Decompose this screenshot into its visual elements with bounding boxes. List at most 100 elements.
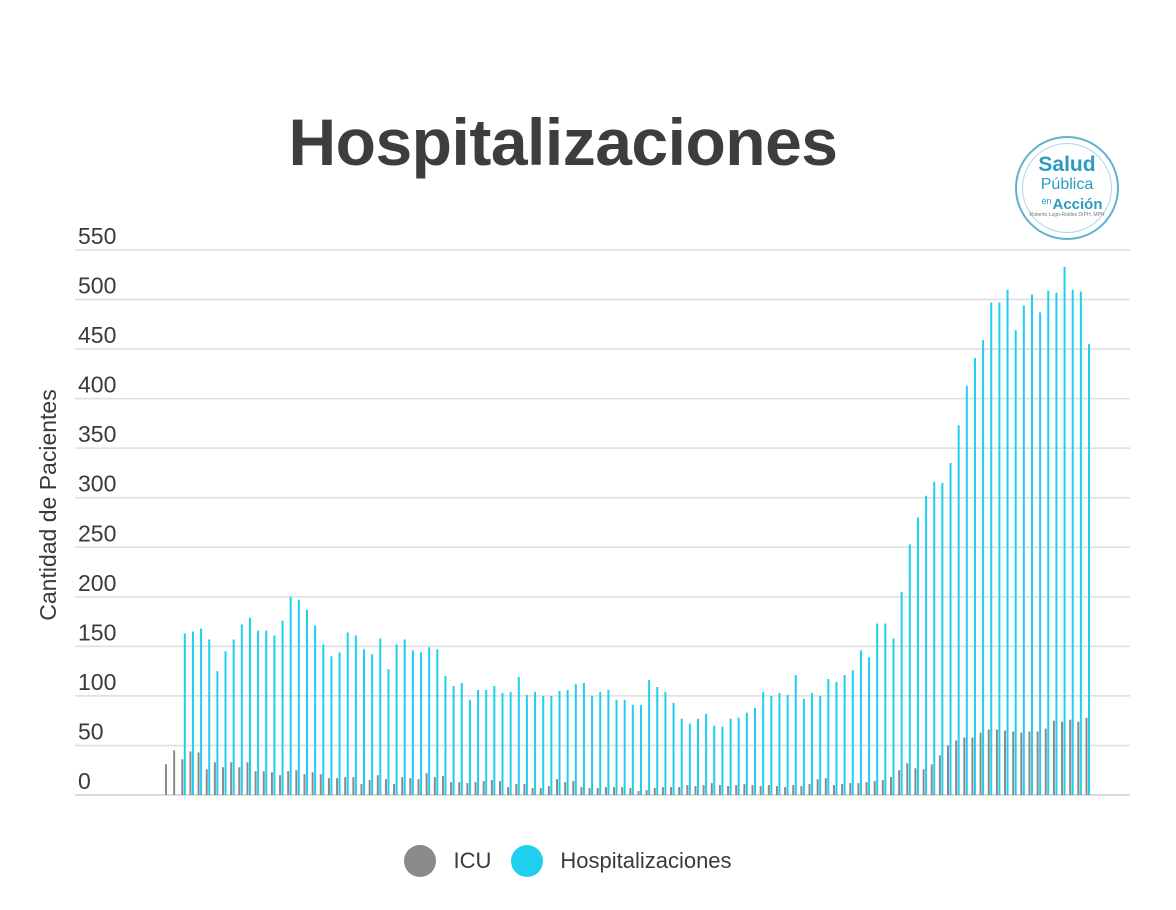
bar-icu <box>670 787 673 795</box>
bar-hospitalizaciones <box>403 639 406 795</box>
bar-hospitalizaciones <box>1030 294 1033 795</box>
bar-icu <box>710 783 713 795</box>
bar-icu <box>1061 721 1064 795</box>
y-tick-label: 0 <box>78 768 91 794</box>
bar-icu <box>1028 731 1031 795</box>
bar-icu <box>987 729 990 795</box>
bar-hospitalizaciones <box>477 689 480 795</box>
bar-icu <box>222 767 225 795</box>
bar-hospitalizaciones <box>338 652 341 795</box>
bar-icu <box>262 771 265 795</box>
bar-hospitalizaciones <box>754 707 757 795</box>
bar-hospitalizaciones <box>257 630 260 795</box>
bar-hospitalizaciones <box>982 340 985 795</box>
bar-icu <box>466 783 469 795</box>
bar-hospitalizaciones <box>232 639 235 795</box>
bar-icu <box>849 783 852 795</box>
bar-icu <box>718 785 721 795</box>
bar-icu <box>759 786 762 795</box>
bar-icu <box>213 762 216 795</box>
bar-hospitalizaciones <box>371 654 374 795</box>
bar-hospitalizaciones <box>998 302 1001 795</box>
legend-item-icu: ICU <box>404 845 491 877</box>
bar-hospitalizaciones <box>868 657 871 795</box>
bar-icu <box>173 750 176 795</box>
bar-icu <box>254 771 257 795</box>
bar-icu <box>401 777 404 795</box>
y-tick-label: 250 <box>78 520 116 546</box>
bar-hospitalizaciones <box>534 691 537 795</box>
bar-icu <box>588 788 591 795</box>
bar-hospitalizaciones <box>273 635 276 795</box>
bar-icu <box>661 787 664 795</box>
logo-line-3-main: Acción <box>1052 196 1103 213</box>
bar-hospitalizaciones <box>200 628 203 795</box>
bar-hospitalizaciones <box>615 699 618 795</box>
bar-hospitalizaciones <box>664 691 667 795</box>
bar-icu <box>393 784 396 795</box>
bar-hospitalizaciones <box>395 644 398 795</box>
bar-icu <box>433 777 436 795</box>
salud-publica-logo: Salud Pública enAcción Roberto Lugo-Robl… <box>1015 136 1119 240</box>
legend-item-hospitalizaciones: Hospitalizaciones <box>511 845 732 877</box>
bar-hospitalizaciones <box>183 633 186 795</box>
bar-icu <box>914 768 917 795</box>
bar-icu <box>474 782 477 795</box>
bar-icu <box>653 788 656 795</box>
bar-icu <box>352 777 355 795</box>
bar-hospitalizaciones <box>737 717 740 795</box>
bar-hospitalizaciones <box>672 702 675 795</box>
bar-icu <box>556 779 559 795</box>
bar-icu <box>881 780 884 795</box>
y-tick-label: 100 <box>78 669 116 695</box>
bar-hospitalizaciones <box>216 671 219 795</box>
bar-hospitalizaciones <box>525 694 528 795</box>
bar-icu <box>938 755 941 795</box>
bar-hospitalizaciones <box>1039 312 1042 795</box>
bar-icu <box>596 788 599 795</box>
bar-hospitalizaciones <box>778 692 781 795</box>
legend-swatch-icu <box>404 845 437 877</box>
bar-hospitalizaciones <box>574 684 577 795</box>
bar-hospitalizaciones <box>607 689 610 795</box>
bar-icu <box>417 779 420 795</box>
bar-icu <box>319 774 322 795</box>
bar-icu <box>327 778 330 795</box>
bar-icu <box>458 782 461 795</box>
bar-hospitalizaciones <box>876 623 879 795</box>
bar-icu <box>727 786 730 795</box>
bar-hospitalizaciones <box>696 718 699 795</box>
bar-icu <box>165 764 167 795</box>
bar-icu <box>767 785 770 795</box>
bar-icu <box>678 787 681 795</box>
bar-icu <box>295 770 298 795</box>
bar-hospitalizaciones <box>509 691 512 795</box>
bar-icu <box>979 732 982 795</box>
bar-hospitalizaciones <box>305 609 308 795</box>
logo-line-3: enAcción <box>1017 193 1117 213</box>
bar-icu <box>1036 731 1039 795</box>
bar-hospitalizaciones <box>1063 266 1066 796</box>
bar-hospitalizaciones <box>444 676 447 795</box>
y-axis-label: Cantidad de Pacientes <box>35 389 61 620</box>
bar-icu <box>604 787 607 795</box>
bar-icu <box>1020 732 1023 795</box>
bar-icu <box>384 779 387 795</box>
y-axis-ticks: 0 50 100 150 200 250 300 350 400 450 500 550 <box>78 223 116 794</box>
y-tick-label: 550 <box>78 223 116 249</box>
bar-hospitalizaciones <box>819 695 822 795</box>
bar-icu <box>743 784 746 795</box>
y-tick-label: 50 <box>78 718 104 744</box>
bar-hospitalizaciones <box>468 699 471 795</box>
bar-icu <box>922 769 925 795</box>
bar-icu <box>547 786 550 795</box>
bar-hospitalizaciones <box>566 689 569 795</box>
bar-icu <box>1044 728 1047 795</box>
bar-hospitalizaciones <box>648 680 651 795</box>
bar-hospitalizaciones <box>379 638 382 795</box>
bar-hospitalizaciones <box>346 632 349 795</box>
bar-hospitalizaciones <box>925 495 928 795</box>
bar-hospitalizaciones <box>1088 344 1090 795</box>
bar-icu <box>515 784 518 795</box>
logo-ring <box>1022 143 1112 233</box>
